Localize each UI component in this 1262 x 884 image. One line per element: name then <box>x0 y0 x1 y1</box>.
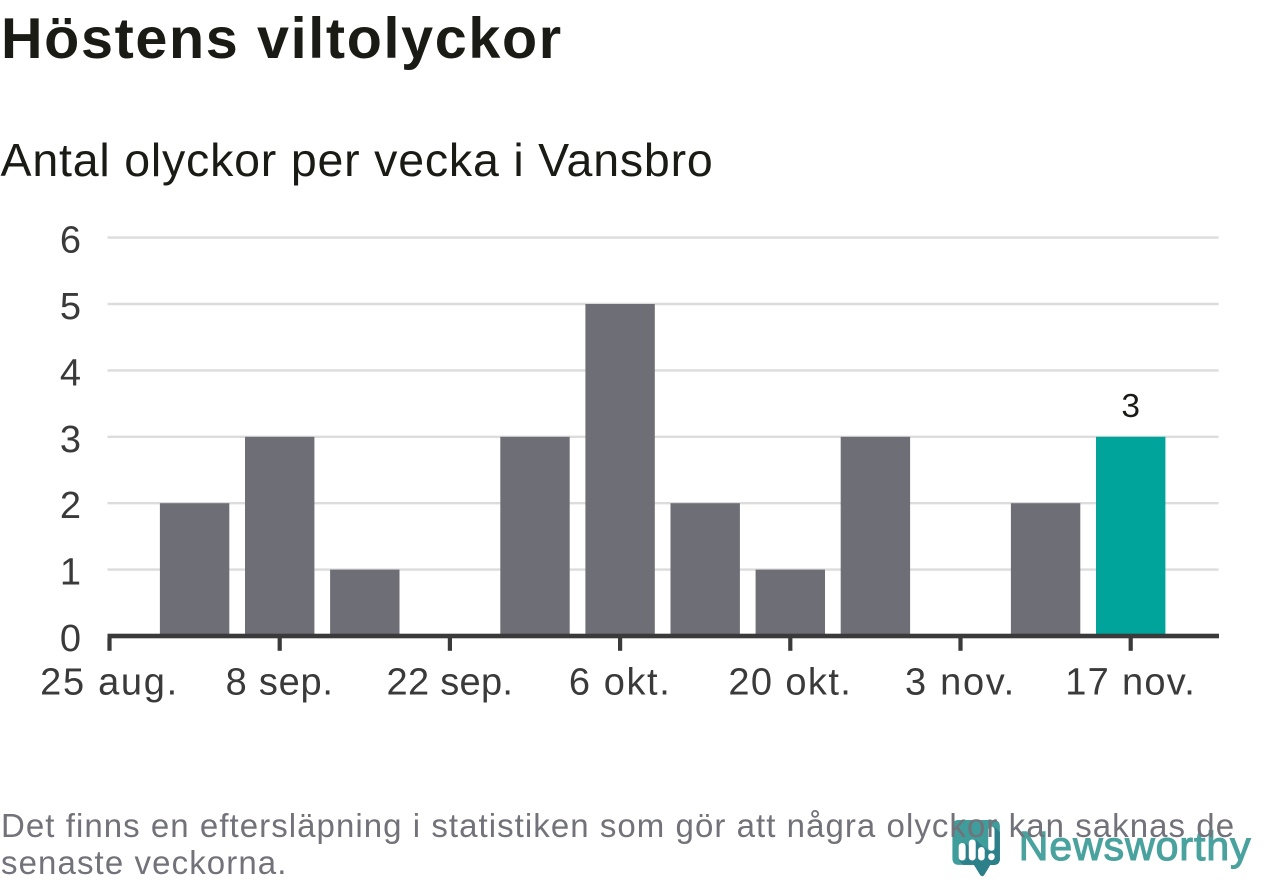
svg-text:6 okt.: 6 okt. <box>569 662 672 704</box>
svg-text:4: 4 <box>60 352 81 394</box>
svg-text:Newsworthy: Newsworthy <box>1019 823 1252 869</box>
svg-text:senaste veckorna.: senaste veckorna. <box>1 844 288 879</box>
svg-text:0: 0 <box>60 618 81 660</box>
svg-text:3 nov.: 3 nov. <box>905 662 1016 704</box>
svg-text:5: 5 <box>60 286 81 328</box>
svg-text:22 sep.: 22 sep. <box>387 662 514 704</box>
svg-text:Höstens viltolyckor: Höstens viltolyckor <box>1 7 563 71</box>
svg-text:8 sep.: 8 sep. <box>226 662 334 704</box>
svg-text:20 okt.: 20 okt. <box>728 662 852 704</box>
svg-text:17 nov.: 17 nov. <box>1065 662 1196 704</box>
svg-text:Antal olyckor per vecka i Vans: Antal olyckor per vecka i Vansbro <box>1 134 714 186</box>
svg-text:2: 2 <box>60 485 81 527</box>
svg-text:3: 3 <box>60 419 81 461</box>
svg-text:25 aug.: 25 aug. <box>40 662 179 704</box>
svg-text:6: 6 <box>60 220 81 262</box>
svg-text:1: 1 <box>60 552 81 594</box>
svg-text:Det finns en eftersläpning i s: Det finns en eftersläpning i statistiken… <box>1 807 1235 844</box>
svg-text:3: 3 <box>1121 388 1140 425</box>
